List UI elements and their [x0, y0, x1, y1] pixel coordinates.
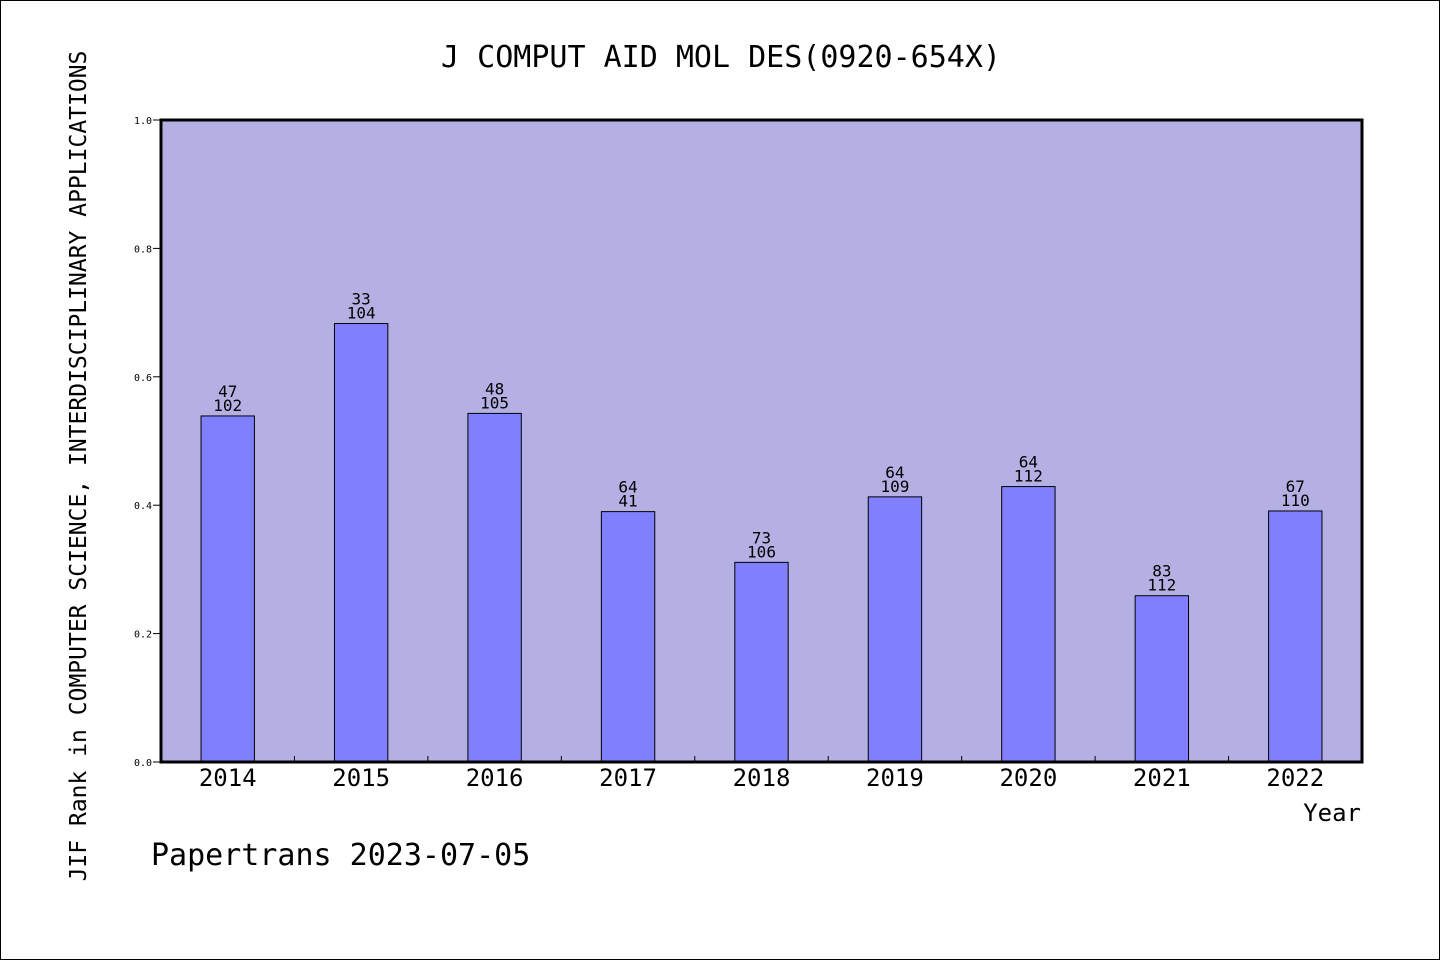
x-tick-label: 2022	[1266, 764, 1324, 792]
bar-total-label: 109	[880, 477, 909, 496]
y-tick-label: 0.2	[134, 630, 152, 641]
x-tick-label: 2016	[466, 764, 524, 792]
bar	[734, 561, 789, 763]
x-tick-label: 2017	[599, 764, 657, 792]
bar-rank-label: 64	[1019, 453, 1038, 472]
bar-rank-label: 33	[352, 290, 371, 309]
y-tick-label: 0.0	[134, 758, 152, 769]
x-tick-label: 2014	[199, 764, 257, 792]
bar-total-label: 104	[347, 304, 376, 323]
bar-series	[200, 323, 1323, 763]
bar	[1134, 595, 1190, 763]
bar-total-label: 112	[1147, 576, 1176, 595]
bar-rank-label: 73	[752, 528, 771, 547]
y-axis: 0.0 0.2 0.4 0.6 0.8 1.0	[134, 116, 161, 769]
y-tick-label: 1.0	[134, 116, 152, 127]
x-tick-label: 2021	[1133, 764, 1191, 792]
bar	[600, 511, 656, 763]
bar-rank-label: 48	[485, 379, 504, 398]
bar-rank-label: 83	[1152, 562, 1171, 581]
bar-total-label: 106	[747, 542, 776, 561]
bar	[200, 415, 255, 763]
y-tick-label: 0.4	[134, 501, 152, 512]
y-axis-label: JIF Rank in COMPUTER SCIENCE, INTERDISCI…	[66, 51, 92, 882]
bar	[467, 412, 522, 763]
bar	[1268, 510, 1323, 763]
x-tick-label: 2020	[999, 764, 1057, 792]
x-tick-label: 2015	[332, 764, 390, 792]
bar-data-labels: 4710233104481056441731066410964112831126…	[213, 290, 1309, 595]
plot-border	[159, 118, 1364, 764]
x-axis: 2014 2015 2016 2017 2018 2019 2020 2021 2022	[199, 756, 1324, 792]
bar-total-label: 110	[1281, 491, 1310, 510]
bar-rank-label: 67	[1286, 477, 1305, 496]
x-axis-label: Year	[1303, 799, 1361, 827]
bar-total-label: 102	[213, 396, 242, 415]
x-tick-label: 2018	[733, 764, 791, 792]
bar	[333, 323, 389, 763]
x-tick-label: 2019	[866, 764, 924, 792]
y-tick-label: 0.8	[134, 244, 152, 255]
chart-title: J COMPUT AID MOL DES(0920-654X)	[441, 40, 1001, 75]
bar-rank-label: 64	[885, 463, 904, 482]
footer-note: Papertrans 2023-07-05	[151, 838, 530, 873]
bar-rank-label: 64	[618, 478, 637, 497]
bar-total-label: 41	[618, 492, 637, 511]
y-tick-label: 0.6	[134, 373, 152, 384]
bar	[1001, 486, 1056, 763]
bar-total-label: 112	[1014, 467, 1043, 486]
bar-rank-label: 47	[218, 382, 237, 401]
bar-total-label: 105	[480, 393, 509, 412]
bar	[867, 496, 923, 763]
